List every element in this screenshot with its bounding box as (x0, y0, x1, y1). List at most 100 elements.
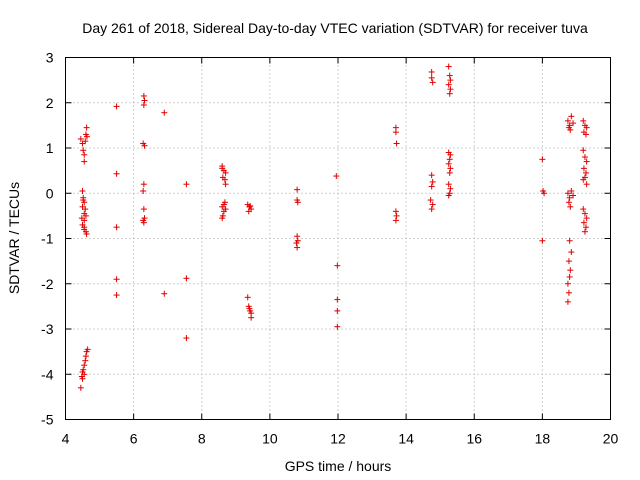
data-point (113, 170, 120, 177)
data-point (183, 335, 190, 342)
x-tick-label: 4 (62, 431, 70, 447)
data-point (245, 208, 252, 215)
data-point (83, 230, 90, 237)
data-point (583, 215, 590, 222)
data-point (564, 280, 571, 287)
x-tick-label: 8 (198, 431, 206, 447)
x-tick-label: 16 (466, 431, 482, 447)
data-point (81, 224, 88, 231)
data-point (570, 120, 577, 127)
data-point (583, 124, 590, 131)
data-point (81, 151, 88, 158)
data-point (568, 187, 575, 194)
data-point (81, 362, 88, 369)
data-point (570, 192, 577, 199)
data-point (161, 290, 168, 297)
y-tick-labels: -5 -4 -3 -2 -1 0 1 2 3 (41, 50, 54, 428)
data-point (428, 68, 435, 75)
data-point (219, 215, 226, 222)
data-point (446, 72, 453, 79)
data-point (294, 186, 301, 193)
data-point (82, 206, 89, 213)
data-point (392, 217, 399, 224)
y-axis-label: SDTVAR / TECUs (6, 182, 22, 294)
data-point (248, 314, 255, 321)
data-point (247, 202, 254, 209)
y-tick-label: -3 (41, 321, 54, 337)
data-point (183, 181, 190, 188)
data-point (583, 158, 590, 165)
x-tick-label: 14 (398, 431, 414, 447)
data-point (446, 156, 453, 163)
data-point (580, 165, 587, 172)
data-point (334, 307, 341, 314)
data-point (82, 138, 89, 145)
data-point (447, 151, 454, 158)
data-point (161, 109, 168, 116)
data-point (140, 181, 147, 188)
data-point (140, 187, 147, 194)
data-point (446, 90, 453, 97)
data-point (580, 176, 587, 183)
grid (65, 57, 611, 420)
data-point (79, 187, 86, 194)
data-point (568, 113, 575, 120)
data-point (244, 294, 251, 301)
data-point (428, 172, 435, 179)
data-point (445, 160, 452, 167)
data-point (427, 197, 434, 204)
data-point (80, 197, 87, 204)
data-point (581, 210, 588, 217)
y-tick-label: 3 (46, 50, 54, 66)
data-point (221, 176, 228, 183)
data-point (393, 140, 400, 147)
data-point (447, 185, 454, 192)
data-point (445, 81, 452, 88)
data-point (566, 237, 573, 244)
data-point (565, 289, 572, 296)
y-tick-label: -2 (41, 276, 54, 292)
data-point (141, 142, 148, 149)
x-tick-label: 6 (130, 431, 138, 447)
data-point (82, 357, 89, 364)
data-point (580, 206, 587, 213)
data-point (140, 219, 147, 226)
data-point (566, 194, 573, 201)
x-tick-label: 18 (535, 431, 551, 447)
x-tick-label: 20 (603, 431, 619, 447)
data-point (334, 323, 341, 330)
data-point (581, 154, 588, 161)
x-tick-label: 10 (262, 431, 278, 447)
data-point (333, 173, 340, 180)
data-point (220, 201, 227, 208)
data-point (541, 190, 548, 197)
data-point (447, 77, 454, 84)
data-point (582, 224, 589, 231)
data-point (294, 233, 301, 240)
data-point (77, 384, 84, 391)
data-point (580, 117, 587, 124)
y-tick-label: 1 (46, 140, 54, 156)
data-point (564, 190, 571, 197)
data-point (246, 305, 253, 312)
data-point (84, 346, 91, 353)
data-point (83, 133, 90, 140)
data-point (293, 240, 300, 247)
data-point (582, 169, 589, 176)
data-point (222, 169, 229, 176)
data-point (294, 199, 301, 206)
x-tick-labels: 4 6 8 10 12 14 16 18 20 (62, 431, 619, 447)
data-point (539, 237, 546, 244)
y-tick-label: 0 (46, 185, 54, 201)
data-point (183, 275, 190, 282)
data-point (140, 92, 147, 99)
data-point (294, 244, 301, 251)
data-point (429, 201, 436, 208)
data-point (82, 212, 89, 219)
data-point (446, 169, 453, 176)
data-point (140, 206, 147, 213)
data-point (428, 74, 435, 81)
data-point (447, 86, 454, 93)
y-tick-label: -5 (41, 412, 54, 428)
